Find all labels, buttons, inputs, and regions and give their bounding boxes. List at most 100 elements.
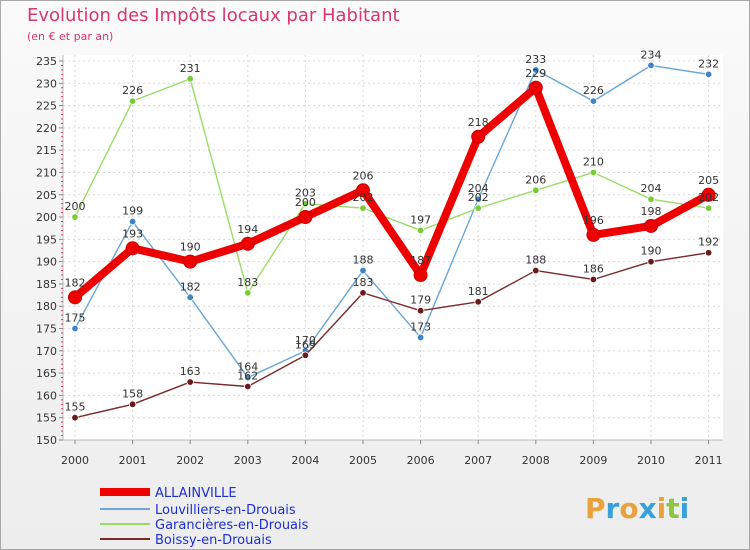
logo-letter: r (606, 492, 620, 525)
data-point (244, 382, 252, 391)
data-point (589, 97, 598, 105)
data-point (359, 266, 367, 275)
chart-subtitle: (en € et par an) (27, 30, 113, 43)
y-tick-label: 160 (36, 389, 57, 402)
y-tick-label: 150 (36, 434, 57, 447)
x-tick-label: 2003 (234, 454, 262, 467)
data-label: 231 (180, 62, 201, 75)
data-label: 155 (65, 401, 86, 414)
data-label: 202 (468, 191, 489, 204)
data-point (416, 226, 425, 235)
y-tick-label: 225 (36, 100, 57, 113)
data-label: 202 (698, 191, 719, 204)
data-point (71, 213, 79, 221)
data-label: 158 (122, 387, 143, 400)
data-label: 179 (410, 294, 431, 307)
data-label: 193 (122, 227, 143, 240)
data-label: 218 (468, 116, 489, 129)
data-point (186, 378, 194, 386)
logo-letter: t (666, 492, 679, 525)
x-tick-label: 2008 (522, 454, 550, 467)
grid (63, 55, 723, 441)
data-point (471, 129, 486, 144)
data-point (240, 236, 255, 251)
data-label: 206 (525, 173, 546, 186)
x-tick-label: 2006 (407, 454, 435, 467)
data-point (186, 75, 194, 83)
y-tick-label: 200 (36, 211, 57, 224)
data-label: 187 (410, 254, 431, 267)
data-label: 234 (641, 48, 662, 61)
data-label: 188 (353, 254, 374, 267)
data-label: 229 (525, 67, 546, 80)
data-point (586, 227, 601, 242)
y-tick-label: 185 (36, 278, 57, 291)
y-tick-label: 170 (36, 345, 57, 358)
data-point (244, 373, 252, 382)
data-point (704, 249, 713, 257)
data-point (704, 204, 713, 212)
data-label: 181 (468, 285, 489, 298)
x-tick-label: 2001 (119, 454, 147, 467)
legend-label: Louvilliers-en-Drouais (155, 503, 296, 518)
x-tick-label: 2009 (579, 454, 607, 467)
x-tick-label: 2010 (637, 454, 665, 467)
chart-title: Evolution des Impôts locaux par Habitant (27, 5, 400, 26)
data-point (589, 168, 598, 177)
data-point (128, 400, 137, 409)
y-tick-label: 215 (36, 144, 57, 157)
data-label: 196 (583, 214, 604, 227)
data-point (416, 306, 425, 315)
data-label: 175 (65, 312, 86, 325)
y-tick-label: 155 (36, 412, 57, 425)
y-tick-label: 175 (36, 323, 57, 336)
data-point (301, 199, 310, 208)
data-label: 198 (641, 205, 662, 218)
y-tick-label: 195 (36, 233, 57, 246)
data-point (71, 414, 79, 422)
data-point (183, 254, 198, 269)
data-label: 188 (525, 254, 546, 267)
data-label: 183 (353, 276, 374, 289)
data-label: 226 (583, 84, 604, 97)
data-point (528, 80, 543, 95)
data-label: 203 (295, 187, 316, 200)
data-point (532, 186, 540, 195)
data-point (474, 195, 482, 203)
data-label: 164 (237, 361, 258, 374)
y-tick-label: 220 (36, 122, 57, 135)
data-label: 182 (65, 276, 86, 289)
series-layer (68, 61, 716, 422)
data-point (186, 293, 194, 302)
y-tick-label: 165 (36, 367, 57, 380)
series-line-louvilliers-en-drouais (74, 64, 710, 379)
x-tick-label: 2011 (695, 454, 723, 467)
logo-letter: P (585, 492, 606, 525)
data-point (128, 97, 137, 105)
data-label: 232 (698, 57, 719, 70)
data-label: 170 (295, 334, 316, 347)
data-point (71, 324, 79, 333)
x-tick-label: 2005 (349, 454, 377, 467)
x-tick-label: 2002 (176, 454, 204, 467)
x-tick-label: 2000 (61, 454, 89, 467)
data-label: 173 (410, 320, 431, 333)
legend-label: Garancières-en-Drouais (155, 518, 309, 533)
y-tick-label: 235 (36, 55, 57, 68)
y-tick-label: 190 (36, 256, 57, 269)
data-label: 182 (180, 280, 201, 293)
data-label: 200 (65, 200, 86, 213)
data-point (413, 268, 428, 283)
data-point (644, 218, 658, 233)
data-label: 186 (583, 262, 604, 275)
data-point (359, 204, 367, 212)
logo-letter: i (657, 492, 667, 525)
data-label: 162 (237, 369, 258, 382)
series-line-boissy-en-drouais (74, 252, 710, 419)
logo-letter: x (639, 492, 657, 525)
data-label: 192 (698, 236, 719, 249)
legend-label: ALLAINVILLE (155, 486, 237, 501)
logo-letter: i (680, 492, 690, 525)
series-line-allainville (71, 83, 713, 302)
data-label: 199 (122, 205, 143, 218)
